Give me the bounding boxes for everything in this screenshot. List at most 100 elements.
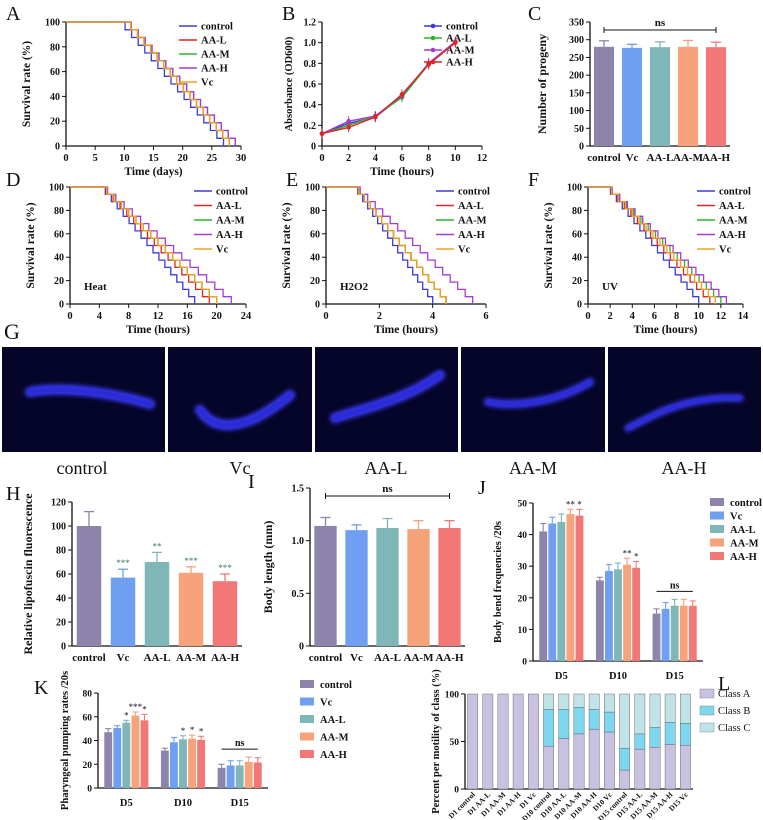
y-tick-label: 0.5	[292, 589, 305, 600]
legend-label: AA-L	[216, 201, 242, 212]
y-tick-label: 80	[572, 206, 582, 217]
y-tick-label: 1.2	[304, 18, 317, 29]
significance-stars: ***	[116, 558, 130, 568]
x-tick-label: 24	[241, 311, 252, 322]
y-tick-label: 0	[311, 142, 316, 153]
legend-label: AA-H	[719, 230, 746, 241]
chart-e: 0 20 40 60 80 100 Survival rate (%) E 0 2 4 6 Time (…	[281, 169, 490, 336]
bar-aa-l-d5	[557, 521, 566, 661]
x-tick-label: control	[309, 652, 342, 664]
x-tick-label: 2	[377, 311, 382, 322]
x-tick-label: 0	[319, 153, 324, 164]
bar-segment-class-c	[588, 693, 600, 710]
bar-vc-d5	[113, 728, 122, 788]
bar-aa-m-d5	[566, 514, 575, 661]
bar-aa-l	[376, 528, 399, 646]
y-tick-label: 60	[83, 713, 93, 723]
series-line-vc	[588, 186, 716, 304]
panel-label: D	[6, 169, 20, 191]
series-line-aa-m	[321, 41, 456, 135]
micrograph-vc	[168, 347, 312, 452]
y-tick-label: 1.5	[292, 484, 305, 495]
panel-label: F	[528, 169, 539, 191]
x-tick-label: 6	[652, 311, 657, 322]
bar-control	[314, 525, 337, 646]
x-tick-label: D15	[666, 671, 684, 682]
y-tick-label: 20	[56, 618, 66, 629]
x-tick-label: 4	[373, 153, 379, 164]
bar-segment-class-a	[604, 731, 615, 790]
legend-label: Class A	[718, 689, 751, 700]
legend-label: control	[730, 498, 762, 509]
micrograph-label-control: control	[57, 458, 108, 478]
x-axis-title: Time (hours)	[370, 166, 434, 178]
bar-vc	[345, 530, 368, 646]
x-tick-label: 30	[236, 153, 247, 164]
x-tick-label: D5	[120, 798, 133, 809]
bar-segment-class-c	[604, 693, 615, 713]
bar-segment-class-c	[664, 693, 676, 723]
legend-label: Vc	[458, 245, 471, 256]
bar-segment-class-c	[634, 693, 646, 735]
panel-label: C	[528, 3, 541, 25]
x-tick-label: 4	[430, 311, 436, 322]
bar-segment-class-b	[558, 709, 570, 739]
bar-segment-class-b	[573, 707, 585, 735]
y-tick-label: 0	[87, 785, 92, 795]
x-tick-label: AA-M	[673, 152, 704, 164]
bar-aa-l-d10	[179, 739, 187, 788]
x-tick-label: control	[72, 652, 105, 664]
legend-swatch	[710, 525, 724, 533]
bar-aa-h-d15	[253, 762, 262, 788]
x-tick-label: D10	[609, 671, 627, 682]
series-line-aa-l	[321, 42, 456, 135]
x-tick-label: 12	[716, 311, 727, 322]
y-tick-label: 20	[572, 276, 582, 287]
x-tick-label: AA-H	[211, 652, 240, 664]
legend-label: control	[458, 187, 490, 198]
x-tick-label: AA-H	[435, 652, 464, 664]
significance-stars: ***	[218, 563, 232, 573]
legend-label: AA-M	[320, 733, 349, 744]
bar-aa-m-d10	[188, 738, 196, 788]
y-tick-label: 0	[579, 142, 584, 153]
x-tick-label: 0	[585, 311, 590, 322]
x-tick-label: Vc	[626, 152, 639, 164]
ns-annotation: ns	[235, 738, 245, 749]
x-tick-label: 0	[323, 311, 328, 322]
y-tick-label: 100	[49, 183, 64, 194]
y-axis-title: Absorbance (OD600)	[284, 36, 295, 131]
bar-aa-l-d15	[235, 765, 244, 788]
x-tick-label: 20	[211, 311, 222, 322]
y-tick-label: 100	[567, 183, 582, 194]
y-tick-label: 250	[569, 53, 584, 64]
series-line-vc	[70, 186, 218, 304]
x-axis-title: Time (hours)	[374, 324, 438, 336]
bar-segment-class-a	[680, 745, 691, 790]
x-tick-label: 2	[608, 311, 613, 322]
bar-segment-class-a	[528, 693, 539, 790]
bar-aa-h-d15	[688, 605, 697, 661]
legend-label: AA-H	[730, 552, 757, 563]
y-tick-label: 0	[59, 300, 64, 311]
bar-aa-h-d10	[632, 567, 641, 661]
y-axis-title: Survival rate (%)	[543, 202, 555, 288]
bar-vc	[621, 47, 643, 147]
legend-label: AA-L	[446, 34, 472, 45]
bar-segment-class-a	[543, 746, 554, 790]
chart-a: 0 20 40 60 80 100 Survival rate (%) A 0 5 10 15 20 25…	[6, 3, 246, 178]
y-axis-title: Survival rate (%)	[281, 202, 293, 288]
bar-segment-class-b	[604, 711, 615, 733]
inset-label: Heat	[84, 281, 107, 293]
y-axis-title: Survival rate (%)	[25, 202, 37, 288]
bar-control-d15	[652, 613, 661, 661]
x-tick-label: 16	[182, 311, 193, 322]
bar-segment-class-a	[634, 748, 646, 790]
y-tick-label: 300	[569, 35, 584, 46]
chart-b: 0 0.2 0.4 0.6 0.8 1.0 1.2 Absorbance (OD600) B 0 2…	[282, 3, 487, 178]
x-tick-label: 14	[738, 311, 749, 322]
x-tick-label: 0	[63, 153, 68, 164]
x-tick-label: 15	[148, 153, 159, 164]
legend-label: AA-M	[719, 216, 748, 227]
